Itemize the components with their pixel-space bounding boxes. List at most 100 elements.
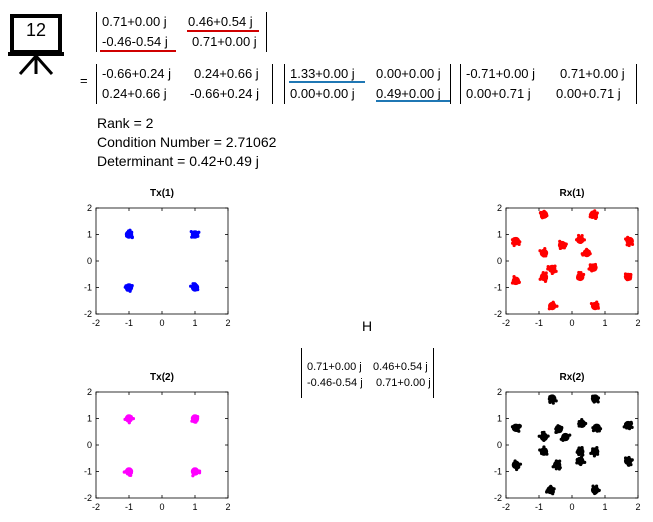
y-tick-label: -1 — [84, 467, 92, 477]
data-point — [576, 270, 586, 282]
data-point — [538, 271, 549, 284]
x-tick-label: 0 — [569, 318, 574, 328]
chart-tx2: Tx(2) -2 -1 0 1 2 2 1 0 -1 -2 — [84, 372, 231, 512]
y-tick-label: 1 — [87, 230, 92, 240]
ch11: 0.71+0.00 j — [307, 361, 362, 373]
matrix-u: -0.66+0.24 j 0.24+0.66 j 0.24+0.66 j -0.… — [96, 62, 276, 106]
plot-area — [95, 207, 229, 315]
data-point — [510, 236, 522, 248]
h12: 0.46+0.54 j — [188, 14, 253, 29]
y-tick-label: 0 — [87, 440, 92, 450]
chart-tx1: Tx(1) -2 -1 0 1 2 2 1 0 -1 -2 — [84, 188, 231, 328]
y-tick-label: 2 — [87, 387, 92, 397]
y-tick-label: 0 — [497, 256, 502, 266]
y-tick-label: -2 — [494, 309, 502, 319]
x-tick-label: 1 — [192, 502, 197, 512]
y-tick-label: 1 — [497, 414, 502, 424]
x-tick-label: 0 — [159, 318, 164, 328]
x-tick-label: 2 — [635, 502, 640, 512]
v21: 0.00+0.71 j — [466, 86, 531, 101]
plot-area — [505, 391, 639, 499]
plot-area — [505, 207, 639, 315]
data-point — [588, 209, 599, 221]
y-tick-label: 2 — [87, 203, 92, 213]
data-point — [511, 459, 523, 472]
data-point — [545, 484, 556, 496]
u11: -0.66+0.24 j — [102, 66, 172, 81]
h22: 0.71+0.00 j — [192, 34, 257, 49]
s12: 0.00+0.00 j — [376, 66, 441, 81]
ch12: 0.46+0.54 j — [373, 361, 428, 373]
data-point — [189, 229, 201, 239]
data-point — [123, 283, 134, 293]
chart-title: Tx(1) — [150, 188, 174, 199]
presentation-icon — [8, 14, 64, 75]
data-point — [557, 239, 568, 251]
v11: -0.71+0.00 j — [466, 66, 536, 81]
data-point — [591, 423, 603, 433]
condition-number-text: Condition Number = 2.71062 — [97, 134, 277, 150]
ch22: 0.71+0.00 j — [376, 377, 431, 389]
x-tick-label: 0 — [569, 502, 574, 512]
chart-rx2: Rx(2) -2 -1 0 1 2 2 1 0 -1 -2 — [494, 372, 641, 512]
matrix-s: 1.33+0.00 j 0.00+0.00 j 0.00+0.00 j 0.49… — [284, 62, 454, 106]
s21: 0.00+0.00 j — [290, 86, 355, 101]
x-tick-label: -1 — [125, 502, 133, 512]
data-point — [624, 235, 635, 248]
chart-title: Rx(2) — [559, 372, 584, 383]
y-tick-label: -2 — [84, 309, 92, 319]
data-point — [547, 300, 559, 311]
v22: 0.00+0.71 j — [556, 86, 621, 101]
plot-area — [95, 391, 229, 499]
underline-h12 — [187, 30, 259, 32]
h11: 0.71+0.00 j — [102, 14, 167, 29]
data-point — [587, 262, 598, 273]
data-point — [190, 414, 200, 424]
h21: -0.46-0.54 j — [102, 34, 168, 49]
y-tick-label: -1 — [494, 283, 502, 293]
x-tick-label: -1 — [125, 318, 133, 328]
data-point — [623, 455, 634, 467]
x-tick-label: 2 — [225, 502, 230, 512]
data-point — [589, 300, 600, 311]
x-tick-label: 1 — [192, 318, 197, 328]
chart-title: Tx(2) — [150, 372, 174, 383]
data-point — [577, 417, 588, 428]
u22: -0.66+0.24 j — [190, 86, 260, 101]
data-point — [189, 282, 200, 292]
data-point — [538, 445, 549, 456]
data-point — [589, 446, 600, 458]
underline-s11 — [289, 81, 365, 83]
rank-text: Rank = 2 — [97, 115, 154, 131]
x-tick-label: -2 — [502, 502, 510, 512]
x-tick-label: 1 — [602, 318, 607, 328]
data-point — [574, 233, 586, 244]
data-point — [190, 467, 202, 478]
y-tick-label: 2 — [497, 203, 502, 213]
channel-matrix: 0.71+0.00 j 0.46+0.54 j -0.46-0.54 j 0.7… — [301, 346, 437, 402]
s22: 0.49+0.00 j — [376, 86, 441, 101]
determinant-text: Determinant = 0.42+0.49 j — [97, 153, 259, 169]
u12: 0.24+0.66 j — [194, 66, 259, 81]
data-point — [575, 455, 587, 467]
v12: 0.71+0.00 j — [560, 66, 625, 81]
channel-label: H — [362, 318, 373, 334]
y-tick-label: -1 — [494, 467, 502, 477]
data-point — [537, 430, 550, 442]
data-point — [510, 423, 522, 433]
data-point — [575, 446, 585, 457]
data-point — [551, 459, 562, 471]
data-point — [538, 209, 549, 220]
u21: 0.24+0.66 j — [102, 86, 167, 101]
x-tick-label: 2 — [225, 318, 230, 328]
y-tick-label: 1 — [497, 230, 502, 240]
x-tick-label: 2 — [635, 318, 640, 328]
data-point — [538, 247, 549, 258]
s11: 1.33+0.00 j — [290, 66, 355, 81]
matrix-v: -0.71+0.00 j 0.71+0.00 j 0.00+0.71 j 0.0… — [460, 62, 638, 106]
y-tick-label: -2 — [84, 493, 92, 503]
underline-h21 — [100, 50, 176, 52]
data-point — [124, 228, 134, 240]
data-point — [123, 414, 136, 425]
chart-title: Rx(1) — [559, 188, 584, 199]
